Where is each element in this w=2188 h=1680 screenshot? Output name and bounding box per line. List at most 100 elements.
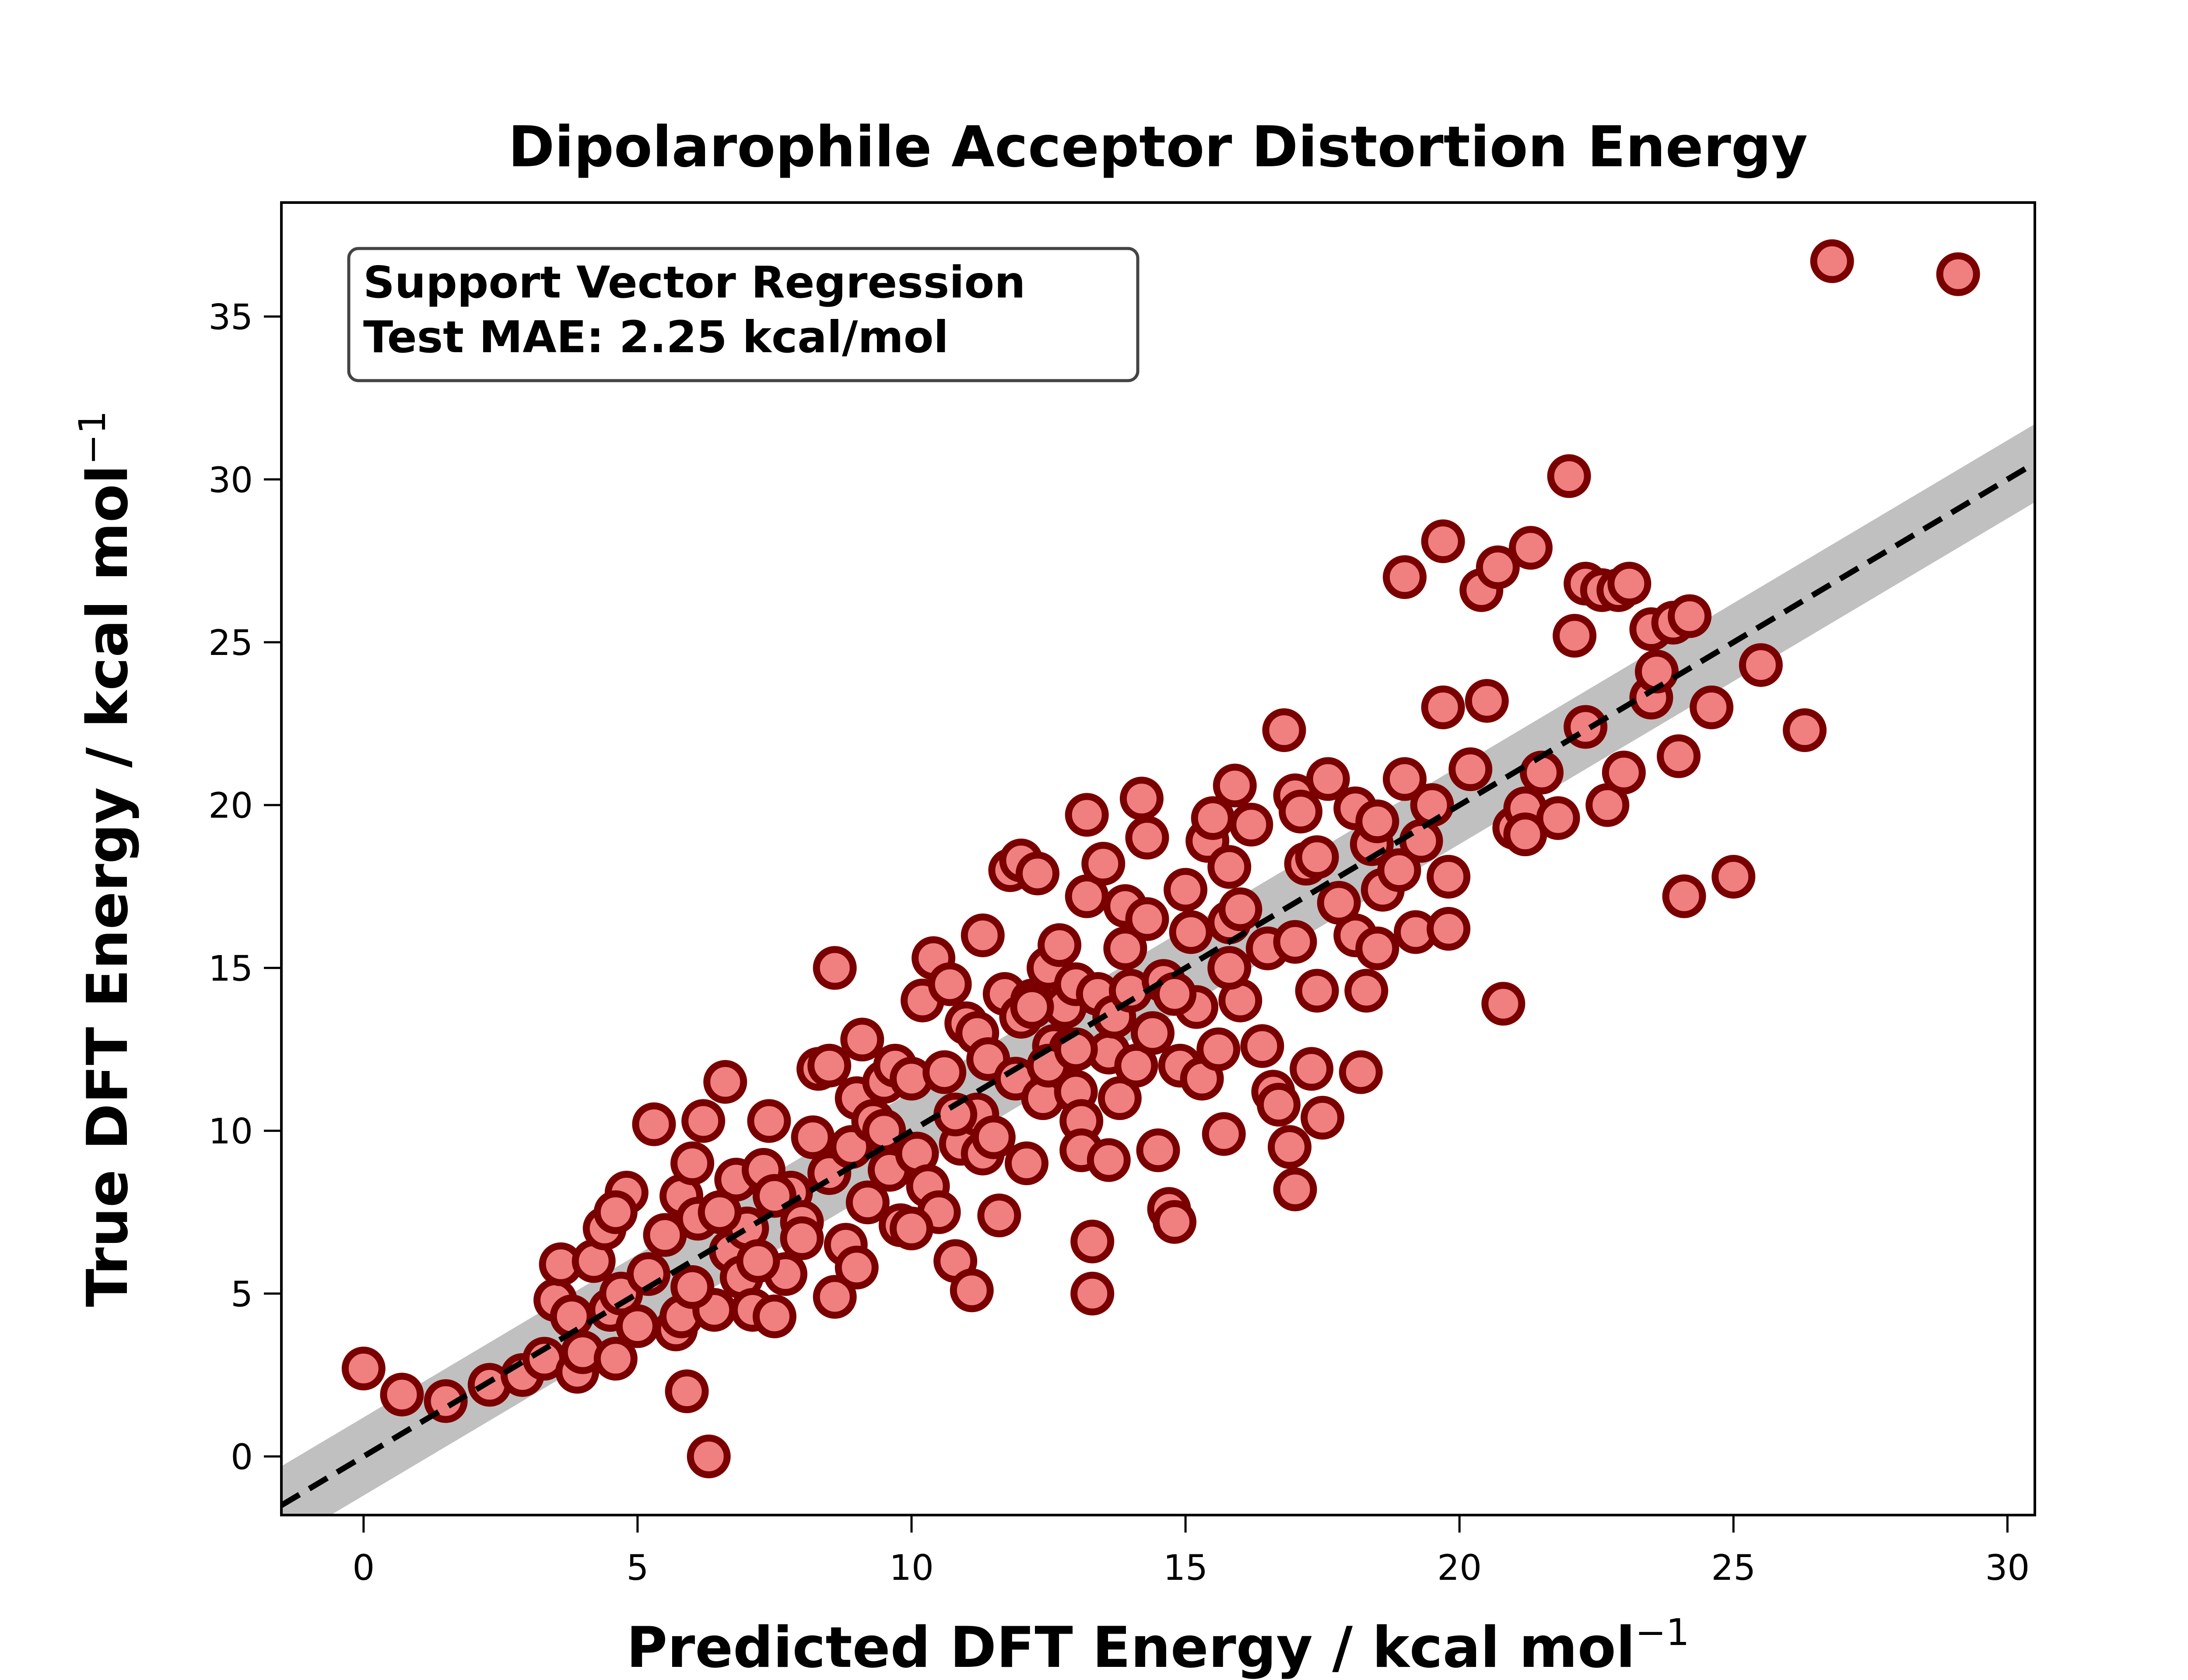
y-tick-label: 25: [208, 623, 253, 663]
annotation-line-2: Test MAE: 2.25 kcal/mol: [363, 312, 949, 363]
data-point: [1607, 561, 1652, 606]
data-point: [1295, 969, 1339, 1013]
data-point: [1399, 819, 1443, 863]
data-point: [1657, 734, 1701, 778]
data-point: [615, 1304, 659, 1348]
data-point: [890, 1206, 934, 1250]
y-tick-label: 5: [231, 1274, 253, 1315]
data-point: [1119, 777, 1164, 821]
data-point: [1306, 757, 1350, 801]
data-point: [835, 1246, 879, 1290]
data-point: [632, 1102, 676, 1146]
data-point: [1547, 454, 1591, 498]
data-point: [1256, 1083, 1301, 1127]
data-point: [1202, 1112, 1246, 1156]
y-tick-label: 35: [208, 297, 253, 338]
x-tick-label: 5: [626, 1547, 649, 1588]
data-point: [807, 1043, 852, 1088]
data-point: [1268, 1125, 1312, 1169]
data-point: [687, 1435, 731, 1479]
x-axis-ticks: 0 5 10 15 20 25 30: [352, 1515, 2030, 1588]
data-point: [977, 1194, 1021, 1238]
data-point: [1508, 526, 1553, 570]
data-point: [1169, 910, 1213, 954]
data-point: [1070, 1271, 1115, 1316]
data-point: [922, 1050, 967, 1094]
data-point: [971, 1115, 1016, 1159]
data-point: [1339, 1050, 1383, 1094]
data-point: [1476, 545, 1520, 589]
data-point: [1130, 1011, 1175, 1055]
data-point: [1038, 923, 1082, 967]
data-point: [1295, 835, 1339, 879]
x-tick-label: 20: [1437, 1547, 1482, 1588]
data-point: [1936, 252, 1980, 296]
data-point: [1273, 1167, 1317, 1211]
data-point: [1553, 614, 1597, 658]
data-point: [670, 1265, 715, 1309]
x-tick-label: 10: [889, 1547, 934, 1588]
data-point: [1004, 1141, 1048, 1186]
data-point: [1213, 763, 1257, 808]
plot-frame: [280, 201, 2036, 1516]
data-point: [1317, 881, 1361, 925]
data-point: [1427, 907, 1471, 951]
x-tick-label: 0: [352, 1547, 375, 1588]
data-point: [813, 1275, 857, 1319]
data-point: [681, 1099, 726, 1143]
data-point: [1125, 816, 1169, 860]
data-point: [1065, 793, 1109, 837]
data-point: [747, 1099, 791, 1143]
data-point: [1421, 685, 1465, 729]
data-point: [752, 1294, 796, 1338]
data-point: [736, 1239, 780, 1283]
y-tick-label: 10: [208, 1111, 253, 1152]
x-tick-label: 15: [1163, 1547, 1208, 1588]
data-point: [1136, 1128, 1180, 1172]
data-point: [1481, 982, 1525, 1026]
data-point: [698, 1190, 742, 1234]
data-point: [1810, 239, 1854, 283]
data-point: [1273, 920, 1317, 964]
data-point: [1054, 1027, 1098, 1071]
data-point: [1229, 802, 1273, 847]
annotation-box: Support Vector Regression Test MAE: 2.25…: [347, 247, 1140, 382]
data-point: [380, 1372, 424, 1417]
data-point: [1634, 649, 1679, 693]
data-point: [1207, 946, 1252, 990]
data-point: [791, 1115, 835, 1159]
y-tick-label: 0: [231, 1437, 253, 1477]
data-point: [1382, 757, 1427, 801]
data-point: [961, 913, 1005, 957]
data-point: [1103, 926, 1147, 970]
data-point: [1421, 519, 1465, 564]
data-point: [862, 1109, 906, 1153]
data-point: [1355, 926, 1399, 970]
data-point: [1690, 685, 1734, 729]
data-point: [1668, 594, 1712, 638]
data-point: [813, 946, 857, 990]
data-point: [840, 1018, 884, 1062]
data-point: [1207, 845, 1252, 889]
annotation-line-1: Support Vector Regression: [363, 257, 1025, 308]
data-point: [1536, 796, 1580, 840]
data-point: [1739, 643, 1783, 687]
data-point: [1465, 679, 1509, 723]
data-point: [1290, 1047, 1334, 1091]
data-point: [1279, 790, 1323, 834]
y-axis-label: True DFT Energy / kcal mol−1: [71, 411, 140, 1307]
y-axis-ticks: 0 5 10 15 20 25 30 35: [208, 297, 281, 1477]
scatter-points: [341, 239, 1980, 1479]
data-point: [1410, 783, 1454, 827]
data-point: [341, 1347, 386, 1391]
data-point: [1520, 750, 1564, 794]
data-point: [1218, 887, 1262, 931]
data-point: [1016, 851, 1060, 896]
data-point: [1125, 897, 1169, 941]
data-point: [1783, 708, 1827, 752]
data-point: [1301, 1096, 1345, 1140]
identity-dashed-line: [281, 460, 2035, 1508]
data-point: [1602, 750, 1646, 794]
data-point: [752, 1174, 796, 1218]
data-point: [950, 1268, 994, 1312]
